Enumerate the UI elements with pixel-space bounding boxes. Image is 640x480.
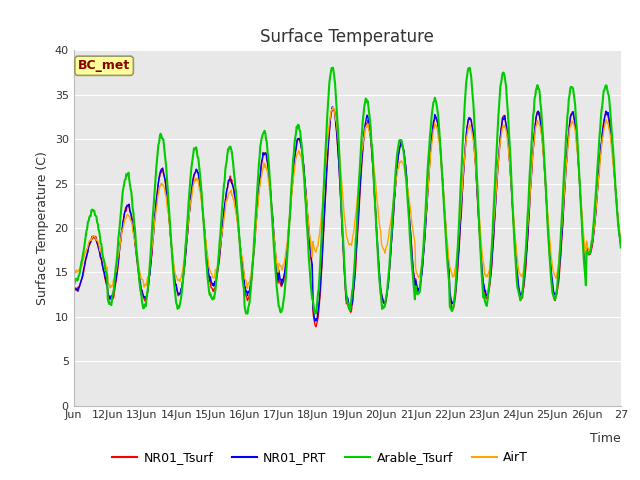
AirT — [190, 180, 198, 186]
AirT — [70, 267, 77, 273]
Text: Time: Time — [590, 432, 621, 445]
NR01_PRT — [328, 104, 336, 110]
NR01_Tsurf — [533, 110, 541, 116]
Text: BC_met: BC_met — [78, 59, 130, 72]
NR01_PRT — [190, 172, 198, 178]
Line: AirT: AirT — [74, 108, 621, 288]
NR01_Tsurf — [70, 283, 77, 289]
Line: NR01_PRT: NR01_PRT — [74, 107, 621, 321]
AirT — [78, 262, 86, 268]
Arable_Tsurf — [244, 311, 252, 316]
NR01_Tsurf — [329, 104, 337, 110]
AirT — [533, 121, 541, 127]
AirT — [244, 285, 252, 291]
Line: Arable_Tsurf: Arable_Tsurf — [74, 68, 621, 313]
AirT — [465, 125, 472, 131]
Arable_Tsurf — [145, 279, 152, 285]
Arable_Tsurf — [78, 257, 86, 263]
AirT — [516, 272, 524, 278]
NR01_Tsurf — [190, 173, 198, 179]
Line: NR01_Tsurf: NR01_Tsurf — [74, 107, 621, 327]
NR01_PRT — [617, 243, 625, 249]
NR01_PRT — [311, 318, 319, 324]
NR01_PRT — [533, 112, 541, 118]
Title: Surface Temperature: Surface Temperature — [260, 28, 434, 46]
Arable_Tsurf — [516, 298, 524, 303]
NR01_PRT — [516, 293, 524, 299]
NR01_PRT — [465, 117, 472, 122]
NR01_PRT — [70, 281, 77, 287]
Arable_Tsurf — [533, 84, 541, 90]
NR01_Tsurf — [145, 282, 152, 288]
AirT — [145, 274, 152, 279]
Arable_Tsurf — [190, 145, 198, 151]
NR01_Tsurf — [617, 243, 625, 249]
AirT — [617, 236, 625, 242]
NR01_PRT — [78, 276, 86, 281]
NR01_Tsurf — [78, 274, 86, 279]
Y-axis label: Surface Temperature (C): Surface Temperature (C) — [36, 151, 49, 305]
Legend: NR01_Tsurf, NR01_PRT, Arable_Tsurf, AirT: NR01_Tsurf, NR01_PRT, Arable_Tsurf, AirT — [107, 446, 533, 469]
Arable_Tsurf — [465, 65, 472, 71]
Arable_Tsurf — [70, 277, 77, 283]
NR01_PRT — [145, 283, 152, 288]
NR01_Tsurf — [465, 117, 472, 123]
Arable_Tsurf — [617, 244, 625, 250]
NR01_Tsurf — [516, 296, 524, 301]
Arable_Tsurf — [329, 65, 337, 71]
NR01_Tsurf — [312, 324, 320, 330]
AirT — [329, 105, 337, 110]
